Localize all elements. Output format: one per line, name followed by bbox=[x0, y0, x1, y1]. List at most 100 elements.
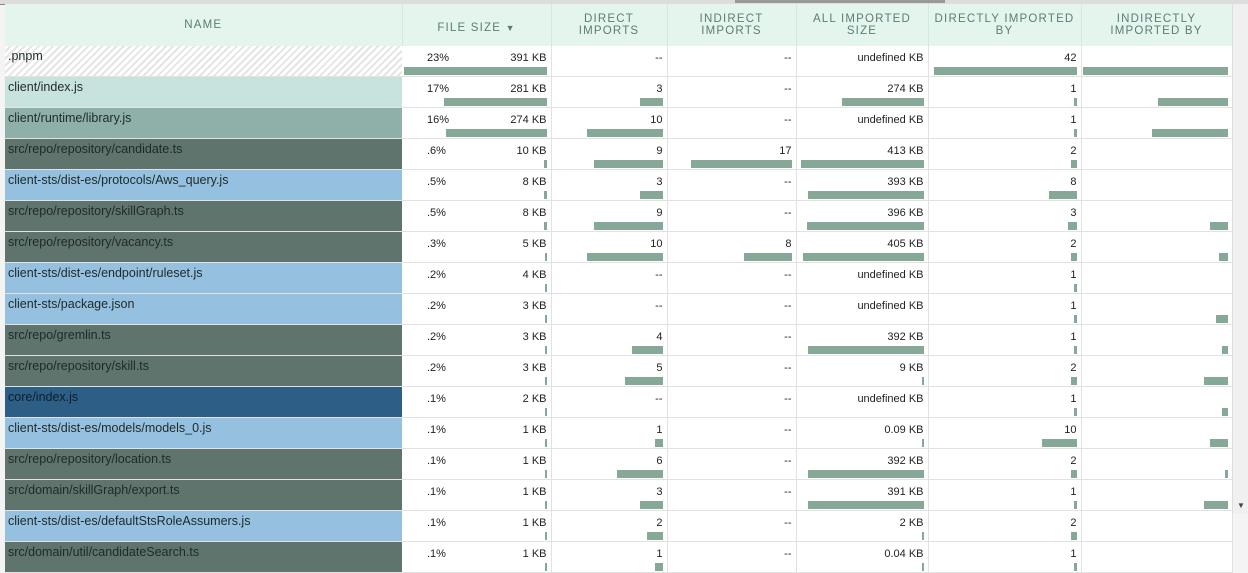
file-name-cell[interactable]: src/repo/repository/vacancy.ts bbox=[5, 231, 402, 263]
file-size-cell: .5% 8 KB bbox=[402, 200, 552, 232]
size-percent: .1% bbox=[427, 548, 446, 560]
directly-imported-by-cell: 3 bbox=[928, 200, 1082, 232]
file-name-cell[interactable]: src/repo/repository/skillGraph.ts bbox=[5, 200, 402, 232]
file-size: 3 KB bbox=[522, 300, 547, 312]
table-row[interactable]: client-sts/dist-es/models/models_0.js .1%… bbox=[5, 417, 1233, 449]
indirectly-imported-by-cell bbox=[1081, 200, 1233, 232]
size-bar bbox=[543, 191, 547, 199]
direct-bar bbox=[624, 377, 663, 385]
file-size-cell: .1% 1 KB bbox=[402, 417, 552, 449]
file-name-cell[interactable]: .pnpm bbox=[5, 46, 402, 77]
column-header-file-size[interactable]: File Size ▼ bbox=[402, 4, 552, 46]
table-row[interactable]: client-sts/dist-es/endpoint/ruleset.js .2… bbox=[5, 262, 1233, 294]
file-name: client/index.js bbox=[8, 80, 84, 94]
column-header-indirectly-imported-by[interactable]: Indirectly Imported By bbox=[1081, 4, 1233, 46]
direct-bar bbox=[586, 253, 663, 261]
file-name-cell[interactable]: client-sts/dist-es/models/models_0.js bbox=[5, 417, 402, 449]
indirectly-imported-by-cell bbox=[1081, 386, 1233, 418]
by-bar bbox=[933, 67, 1077, 75]
all-imported-size: 392 KB bbox=[887, 455, 924, 467]
scrollbar-thumb[interactable] bbox=[735, 0, 945, 3]
table-row[interactable]: src/repo/repository/location.ts .1% 1 KB 6 -… bbox=[5, 448, 1233, 480]
directly-imported-by-cell: 1 bbox=[928, 107, 1082, 139]
file-name-cell[interactable]: client/index.js bbox=[5, 76, 402, 108]
size-bar bbox=[543, 160, 547, 168]
table-row[interactable]: src/repo/repository/vacancy.ts .3% 5 KB 10 8… bbox=[5, 231, 1233, 263]
directly-imported-by-cell: 1 bbox=[928, 324, 1082, 356]
file-size: 3 KB bbox=[522, 362, 547, 374]
column-header-name[interactable]: Name bbox=[5, 4, 403, 46]
table-row[interactable]: src/domain/util/candidateSearch.ts .1% 1 K… bbox=[5, 541, 1233, 573]
indirect-imports: 8 bbox=[785, 238, 792, 250]
all-imported-size: 9 KB bbox=[899, 362, 924, 374]
file-size-cell: .5% 8 KB bbox=[402, 169, 552, 201]
column-header-direct-imports[interactable]: Direct Imports bbox=[551, 4, 668, 46]
indirect-imports-cell: -- bbox=[667, 293, 797, 325]
direct-imports: 3 bbox=[656, 176, 663, 188]
table-row[interactable]: src/repo/repository/skillGraph.ts .5% 8 KB… bbox=[5, 200, 1233, 232]
table-row[interactable]: client-sts/dist-es/defaultStsRoleAssumer… bbox=[5, 510, 1233, 542]
indirect-imports-cell: 8 bbox=[667, 231, 797, 263]
iby-bar bbox=[1215, 315, 1228, 323]
table-row[interactable]: client-sts/package.json .2% 3 KB -- -- undefi… bbox=[5, 293, 1233, 325]
all-imported-size-cell: 391 KB bbox=[796, 479, 929, 511]
table-row[interactable]: src/repo/gremlin.ts .2% 3 KB 4 -- 392 KB 1 bbox=[5, 324, 1233, 356]
table-row[interactable]: client/runtime/library.js 16% 274 KB 10 -- un… bbox=[5, 107, 1233, 139]
all-imported-size-cell: 9 KB bbox=[796, 355, 929, 387]
indirect-imports-cell: -- bbox=[667, 541, 797, 573]
column-header-directly-imported-by[interactable]: Directly Imported By bbox=[928, 4, 1082, 46]
file-name: client/runtime/library.js bbox=[8, 111, 132, 125]
iby-bar bbox=[1221, 408, 1228, 416]
file-name-cell[interactable]: src/repo/repository/skill.ts bbox=[5, 355, 402, 387]
column-header-all-imported-size[interactable]: All Imported Size bbox=[796, 4, 929, 46]
file-name-cell[interactable]: src/repo/repository/location.ts bbox=[5, 448, 402, 480]
iby-bar bbox=[1204, 501, 1228, 509]
direct-imports: -- bbox=[655, 52, 663, 64]
file-name-cell[interactable]: core/index.js bbox=[5, 386, 402, 418]
file-name-cell[interactable]: client/runtime/library.js bbox=[5, 107, 402, 139]
by-bar bbox=[1073, 129, 1077, 137]
all-imported-size-cell: 392 KB bbox=[796, 324, 929, 356]
all-imported-size: 392 KB bbox=[887, 331, 924, 343]
file-name-cell[interactable]: src/domain/skillGraph/export.ts bbox=[5, 479, 402, 511]
direct-bar bbox=[594, 222, 663, 230]
table-row[interactable]: src/repo/repository/candidate.ts .6% 10 KB… bbox=[5, 138, 1233, 170]
direct-imports-cell: 1 bbox=[551, 541, 668, 573]
table-row[interactable]: src/domain/skillGraph/export.ts .1% 1 KB 3 -… bbox=[5, 479, 1233, 511]
all-imported-size: undefined KB bbox=[857, 52, 924, 64]
table-row[interactable]: core/index.js .1% 2 KB -- -- undefined KB 1 bbox=[5, 386, 1233, 418]
by-bar bbox=[1073, 98, 1077, 106]
file-name-cell[interactable]: client-sts/dist-es/endpoint/ruleset.js bbox=[5, 262, 402, 294]
direct-bar bbox=[639, 191, 663, 199]
file-name-cell[interactable]: src/repo/repository/candidate.ts bbox=[5, 138, 402, 170]
size-bar bbox=[544, 408, 547, 416]
table-row[interactable]: src/repo/repository/skill.ts .2% 3 KB 5 -- 9 … bbox=[5, 355, 1233, 387]
vertical-scrollbar[interactable]: ▼ bbox=[1232, 4, 1248, 514]
file-name-cell[interactable]: client-sts/package.json bbox=[5, 293, 402, 325]
size-bar bbox=[544, 284, 547, 292]
size-percent: .3% bbox=[427, 238, 446, 250]
indirect-bar bbox=[690, 160, 792, 168]
file-size: 281 KB bbox=[510, 83, 547, 95]
size-percent: 16% bbox=[427, 114, 450, 126]
indirect-imports: -- bbox=[784, 331, 792, 343]
size-percent: .5% bbox=[427, 176, 446, 188]
all-imported-size: 391 KB bbox=[887, 486, 924, 498]
import-stats-table: Name File Size ▼ Direct Imports Indirect… bbox=[5, 4, 1233, 573]
file-name-cell[interactable]: src/domain/util/candidateSearch.ts bbox=[5, 541, 402, 573]
size-percent: 23% bbox=[427, 52, 450, 64]
column-header-indirect-imports[interactable]: Indirect Imports bbox=[667, 4, 797, 46]
direct-bar bbox=[586, 129, 663, 137]
indirect-bar bbox=[744, 253, 792, 261]
size-percent: .1% bbox=[427, 424, 446, 436]
table-row[interactable]: client/index.js 17% 281 KB 3 -- 274 KB 1 bbox=[5, 76, 1233, 108]
file-name-cell[interactable]: src/repo/gremlin.ts bbox=[5, 324, 402, 356]
by-bar bbox=[1073, 501, 1077, 509]
table-row[interactable]: .pnpm 23% 391 KB -- -- undefined KB 42 bbox=[5, 46, 1233, 77]
file-name-cell[interactable]: client-sts/dist-es/defaultStsRoleAssumer… bbox=[5, 510, 402, 542]
table-row[interactable]: client-sts/dist-es/protocols/Aws_query.j… bbox=[5, 169, 1233, 201]
scroll-down-arrow-icon[interactable]: ▼ bbox=[1237, 501, 1245, 510]
indirect-imports-cell: 17 bbox=[667, 138, 797, 170]
file-name-cell[interactable]: client-sts/dist-es/protocols/Aws_query.j… bbox=[5, 169, 402, 201]
size-percent: .1% bbox=[427, 486, 446, 498]
